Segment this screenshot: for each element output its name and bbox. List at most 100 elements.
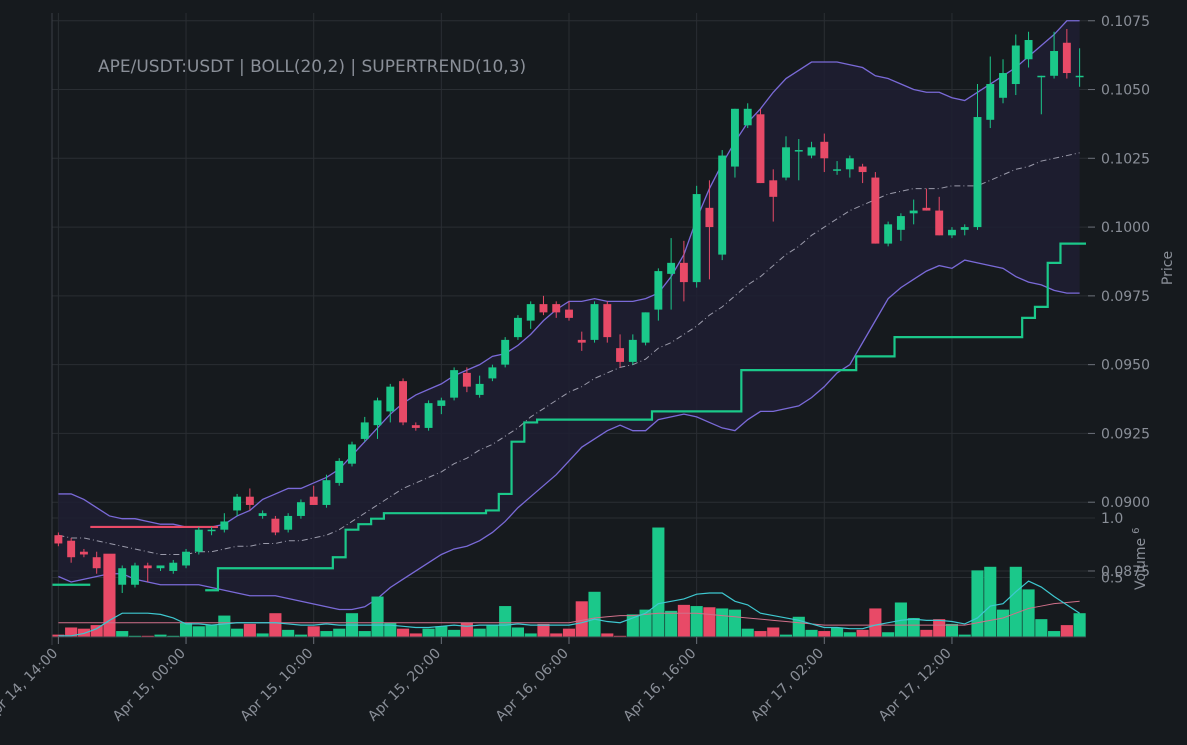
volume-bar: [996, 609, 1010, 637]
volume-bar: [550, 633, 563, 637]
y-tick-label: 0.0900: [1101, 495, 1150, 511]
candle-body: [794, 150, 803, 152]
candle-body: [1075, 75, 1084, 78]
volume-bar: [384, 622, 397, 637]
volume-bar: [256, 633, 269, 637]
volume-axis-label: Volume 6: [1131, 528, 1149, 590]
volume-bar: [499, 606, 512, 637]
candle-body: [437, 400, 446, 406]
volume-bar: [460, 622, 473, 637]
candle-body: [488, 367, 497, 379]
volume-bar: [958, 634, 971, 637]
candle-body: [565, 309, 573, 318]
candle-body: [143, 565, 152, 569]
volume-bar: [728, 609, 742, 637]
volume-bar: [1022, 589, 1035, 637]
candle-body: [896, 216, 905, 230]
volume-bar: [1009, 566, 1022, 637]
candle-body: [462, 372, 471, 387]
chart-title: APE/USDT:USDT | BOLL(20,2) | SUPERTREND(…: [98, 57, 526, 77]
candle-body: [743, 108, 752, 126]
candle-body: [552, 304, 561, 313]
volume-bar: [665, 610, 678, 637]
y-tick-label: 0.0950: [1101, 358, 1150, 374]
volume-bar: [920, 629, 933, 637]
candle-body: [909, 210, 918, 214]
volume-bar: [626, 614, 639, 637]
grid: [52, 13, 1095, 637]
candle-body: [1050, 51, 1059, 76]
candle-body: [935, 210, 944, 236]
candle-body: [782, 147, 790, 178]
candle-body: [169, 562, 178, 571]
volume-bar: [65, 627, 78, 637]
candle-body: [616, 348, 625, 362]
volume-bar: [1073, 613, 1086, 637]
volume-bar: [754, 631, 767, 637]
candle-body: [730, 108, 739, 167]
bollinger-mid-line: [58, 152, 1080, 555]
candle-body: [948, 229, 956, 236]
volume-bar: [971, 570, 984, 637]
y-tick-label: 0.1075: [1101, 14, 1150, 30]
volume-bar: [690, 606, 703, 637]
candle-body: [373, 400, 382, 426]
volume-bar: [128, 635, 142, 637]
volume-bar: [575, 601, 588, 637]
volume-axis-label-exponent: 6: [1131, 528, 1142, 534]
y-tick-label: 0.0975: [1101, 289, 1150, 305]
volume-bar: [358, 631, 371, 637]
candle-body: [526, 304, 535, 321]
volume-bar: [243, 623, 256, 637]
volume-bar: [435, 626, 448, 637]
volume-bar: [320, 631, 333, 637]
candle-body: [1062, 42, 1071, 74]
candle-body: [845, 158, 854, 170]
candle-body: [692, 194, 701, 283]
volume-bar: [1048, 631, 1061, 637]
volume-bar: [779, 634, 793, 637]
volume-bar: [409, 633, 422, 637]
volume-bar: [333, 628, 346, 637]
candle-body: [386, 386, 395, 412]
candle-body: [1024, 40, 1033, 60]
volume-ma-long-line: [58, 600, 1080, 626]
volume-bars: [52, 527, 1086, 638]
volume-bar: [869, 608, 882, 637]
candle-body: [628, 339, 637, 362]
candle-body: [182, 551, 190, 566]
volume-bar: [371, 596, 384, 637]
candle-body: [194, 529, 203, 552]
volume-bar: [933, 619, 946, 637]
price-axis-label: Price: [1160, 251, 1176, 285]
volume-bar: [307, 626, 320, 637]
candle-body: [360, 422, 369, 439]
volume-bar: [294, 634, 307, 637]
volume-bar: [282, 629, 295, 637]
candle-body: [705, 207, 714, 228]
candle-body: [245, 496, 254, 505]
volume-bar: [601, 633, 614, 637]
candle-body: [960, 227, 969, 230]
candle-body: [296, 502, 305, 516]
candle-body: [79, 551, 88, 555]
candle-body: [501, 339, 510, 365]
volume-bar: [473, 628, 486, 637]
candle-body: [233, 496, 242, 511]
volume-bar: [511, 627, 525, 637]
volume-bar: [818, 631, 831, 637]
candle-body: [131, 565, 139, 585]
volume-bar: [90, 625, 103, 637]
candle-body: [641, 312, 650, 343]
y-tick-label: 0.0875: [1101, 564, 1150, 580]
candle-body: [348, 444, 356, 464]
y-tick-label: 0.1050: [1101, 83, 1150, 99]
candle-body: [833, 169, 842, 171]
candle-body: [118, 568, 127, 585]
candle-body: [67, 540, 76, 558]
volume-bar: [882, 632, 895, 637]
volume-bar: [524, 633, 537, 637]
candle-body: [667, 262, 676, 274]
volume-bar: [677, 604, 690, 637]
y-tick-label: 0.1000: [1101, 220, 1150, 236]
